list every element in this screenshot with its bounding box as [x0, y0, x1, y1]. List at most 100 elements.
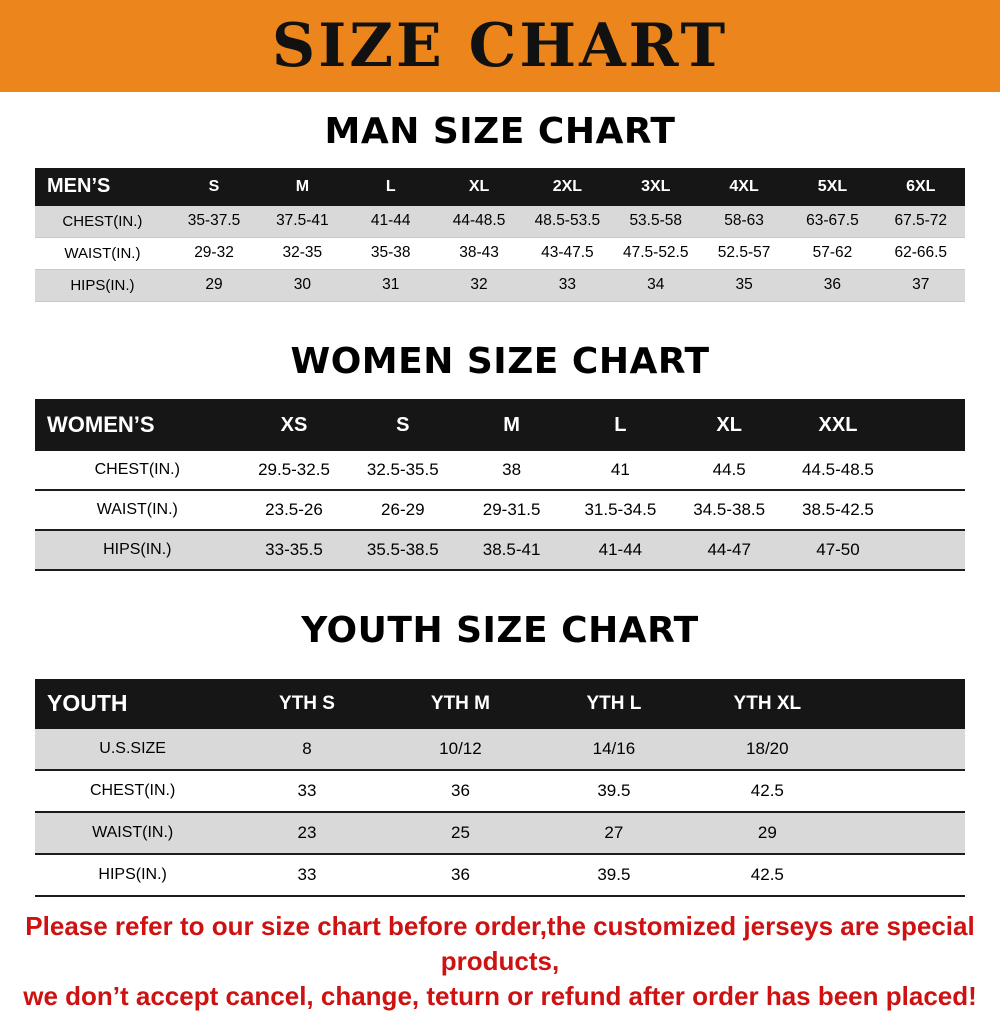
value-cell: 41-44	[598, 540, 643, 560]
column-header-cell: 3XL	[641, 177, 671, 195]
value-cell: 38.5-41	[482, 540, 541, 560]
value-cell: 42.5	[750, 780, 784, 800]
value-cell: 29	[757, 822, 777, 842]
column-header-cell: 6XL	[906, 177, 936, 195]
column-header-cell: M	[503, 413, 520, 436]
value-cell: 42.5	[750, 864, 784, 884]
table-header-row: YOUTH YTH S YTH M YTH L YTH XL	[35, 678, 965, 729]
footer-note-line1: Please refer to our size chart before or…	[25, 910, 975, 976]
column-header-cell: YTH M	[430, 692, 490, 714]
value-cell: 23	[297, 822, 317, 842]
value-cell: 39.5	[597, 864, 631, 884]
value-cell: 38.5-42.5	[802, 500, 874, 520]
value-cell: 47-50	[816, 540, 860, 560]
value-cell: 29.5-32.5	[258, 460, 330, 480]
row-label-cell: CHEST(IN.)	[62, 212, 143, 230]
value-cell: 44.5-48.5	[802, 460, 874, 480]
column-header-cell: 2XL	[552, 177, 583, 195]
men-size-table: MEN’S S M L XL 2XL 3XL 4XL 5XL 6XL CHEST(IN.) 35-37…	[35, 167, 965, 302]
value-cell: 25	[450, 822, 470, 842]
row-label-cell: WAIST(IN.)	[96, 501, 178, 519]
value-cell: 18/20	[746, 738, 789, 758]
value-cell: 29-31.5	[482, 500, 541, 520]
column-header-cell: S	[396, 413, 410, 436]
table-row: WAIST(IN.) 23 25 27 29	[35, 812, 965, 855]
table-title-cell: MEN’S	[47, 175, 111, 198]
table-row: HIPS(IN.) 29 30 31 32 33 34 35 36 37	[35, 269, 965, 302]
column-header-cell: XL	[468, 177, 490, 195]
table-header-row: MEN’S S M L XL 2XL 3XL 4XL 5XL 6XL	[35, 167, 965, 206]
value-cell: 34.5-38.5	[693, 500, 766, 520]
value-cell: 62-66.5	[894, 244, 948, 262]
value-cell: 32	[470, 276, 488, 294]
value-cell: 29	[205, 276, 223, 294]
column-header-cell: XXL	[818, 413, 858, 436]
value-cell: 33	[558, 276, 577, 294]
value-cell: 32-35	[282, 244, 323, 262]
row-label-cell: HIPS(IN.)	[98, 865, 167, 883]
value-cell: 38	[502, 460, 522, 480]
column-header-cell: S	[208, 177, 220, 195]
value-cell: 67.5-72	[894, 212, 948, 230]
value-cell: 39.5	[597, 780, 631, 800]
value-cell: 33	[297, 864, 317, 884]
column-header-cell: YTH L	[586, 692, 642, 714]
value-cell: 35-37.5	[187, 212, 241, 230]
footer-note: Please refer to our size chart before or…	[0, 909, 1000, 1014]
column-header-cell: 4XL	[729, 177, 759, 195]
value-cell: 36	[823, 276, 842, 294]
banner-title: SIZE CHART	[271, 11, 729, 81]
value-cell: 33	[297, 780, 317, 800]
value-cell: 44-47	[707, 540, 751, 560]
value-cell: 63-67.5	[806, 212, 859, 230]
value-cell: 44.5	[712, 460, 746, 480]
value-cell: 29-32	[194, 244, 234, 262]
table-title-cell: WOMEN’S	[47, 412, 155, 438]
value-cell: 37	[912, 276, 930, 294]
value-cell: 53.5-58	[629, 212, 683, 230]
value-cell: 44-48.5	[452, 212, 506, 230]
value-cell: 10/12	[439, 738, 482, 758]
value-cell: 37.5-41	[276, 212, 329, 230]
table-row: WAIST(IN.) 23.5-26 26-29 29-31.5 31.5-34.5 34…	[35, 491, 965, 532]
row-label-cell: CHEST(IN.)	[89, 781, 176, 799]
value-cell: 35.5-38.5	[366, 540, 439, 560]
value-cell: 35-38	[370, 244, 411, 262]
table-row: HIPS(IN.) 33 36 39.5 42.5	[35, 854, 965, 897]
row-label-cell: WAIST(IN.)	[92, 823, 174, 841]
table-row: HIPS(IN.) 33-35.5 35.5-38.5 38.5-41 41-44 44-…	[35, 531, 965, 572]
table-row: CHEST(IN.) 35-37.5 37.5-41 41-44 44-48.5 48.5…	[35, 205, 965, 238]
value-cell: 57-62	[812, 244, 853, 262]
value-cell: 43-47.5	[541, 244, 594, 262]
column-header-cell: L	[385, 177, 396, 195]
value-cell: 31	[382, 276, 400, 294]
value-cell: 38-43	[459, 244, 499, 262]
table-row: WAIST(IN.) 29-32 32-35 35-38 38-43 43-47.5 47.…	[35, 237, 965, 270]
value-cell: 33-35.5	[265, 540, 323, 560]
footer-note-line2: we don’t accept cancel, change, teturn o…	[23, 980, 977, 1011]
banner: SIZE CHART	[0, 0, 1000, 92]
value-cell: 36	[450, 864, 470, 884]
value-cell: 58-63	[724, 212, 764, 230]
row-label-cell: HIPS(IN.)	[70, 276, 135, 294]
row-label-cell: HIPS(IN.)	[103, 541, 172, 559]
table-title-cell: YOUTH	[47, 690, 128, 717]
row-label-cell: WAIST(IN.)	[64, 244, 141, 262]
column-header-cell: YTH S	[279, 692, 335, 714]
value-cell: 41-44	[370, 212, 411, 230]
value-cell: 26-29	[381, 500, 425, 520]
value-cell: 27	[604, 822, 624, 842]
man-section-heading: MAN SIZE CHART	[324, 111, 676, 152]
value-cell: 23.5-26	[265, 500, 323, 520]
column-header-cell: 5XL	[817, 177, 848, 195]
value-cell: 35	[735, 276, 753, 294]
table-row: CHEST(IN.) 33 36 39.5 42.5	[35, 770, 965, 813]
value-cell: 52.5-57	[717, 244, 771, 262]
table-header-row: WOMEN’S XS S M L XL XXL	[35, 399, 965, 452]
value-cell: 8	[302, 738, 312, 758]
value-cell: 47.5-52.5	[622, 244, 689, 262]
youth-section-heading: YOUTH SIZE CHART	[301, 610, 699, 652]
value-cell: 32.5-35.5	[366, 460, 439, 480]
column-header-cell: XL	[716, 413, 742, 436]
row-label-cell: U.S.SIZE	[99, 739, 166, 757]
